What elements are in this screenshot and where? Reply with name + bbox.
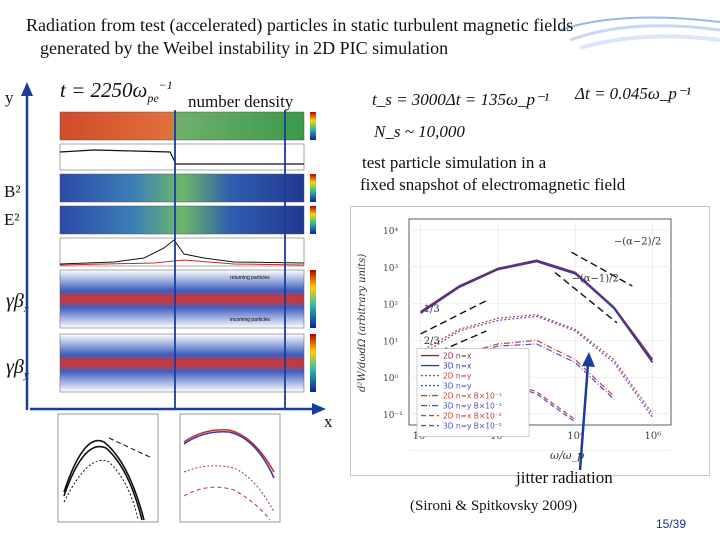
density-panel xyxy=(59,111,305,141)
b2-colorbar xyxy=(310,174,316,202)
title-line-1: Radiation from test (accelerated) partic… xyxy=(26,15,574,35)
jitter-arrow-line xyxy=(578,363,590,471)
e2-panel xyxy=(59,205,305,235)
guide-line-alpha2 xyxy=(571,251,633,287)
y-tick-label: 10⁰ xyxy=(383,374,398,384)
slide-title: Radiation from test (accelerated) partic… xyxy=(26,14,666,60)
pic-simulation-figure: returning particles incoming particles xyxy=(59,111,316,393)
e2-label: E² xyxy=(4,210,20,229)
series-line-3 xyxy=(420,315,654,418)
b2-label: B² xyxy=(4,182,21,201)
field-energy-line-red xyxy=(59,259,305,266)
density-profile-line xyxy=(59,149,304,165)
description-line-1: test particle simulation in a xyxy=(362,153,547,172)
series-line-2 xyxy=(420,314,654,415)
y-tick-label: 10³ xyxy=(383,264,398,274)
legend-entry: 3D n=y B×10⁻¹ xyxy=(443,402,502,411)
spectrum-svg: 10⁰10²10⁴10⁶10⁴10³10²10¹10⁰10⁻¹ω/ω_pd²W/… xyxy=(357,218,672,462)
density-profile-panel xyxy=(59,143,305,171)
gby-text: γβ xyxy=(6,356,24,378)
x-tick-label: 10⁶ xyxy=(645,431,662,442)
spectrum-a-solid-2 xyxy=(63,445,143,521)
dt-equation: Δt = 0.045ω_p⁻¹ xyxy=(575,84,691,103)
time-sub: pe xyxy=(147,91,159,106)
spectrum-b-blue xyxy=(183,430,275,479)
annotation-returning: returning particles xyxy=(230,275,270,281)
annotation-incoming: incoming particles xyxy=(230,317,271,323)
legend-entry: 2D n=x xyxy=(443,352,472,361)
annotation-label: 1/3 xyxy=(424,304,440,315)
y-arrow-head xyxy=(21,82,33,96)
number-density-label: number density xyxy=(188,92,294,111)
legend-entry: 3D n=x xyxy=(443,362,472,371)
time-sup: −1 xyxy=(158,78,173,92)
jitter-spectrum-chart: 10⁰10²10⁴10⁶10⁴10³10²10¹10⁰10⁻¹ω/ω_pd²W/… xyxy=(350,206,710,476)
annotation-label: −(α−2)/2 xyxy=(614,237,661,248)
e2-colorbar xyxy=(310,206,316,234)
small-spectrum-panel-a xyxy=(57,413,159,523)
annotation-label: −(α−1)/2 xyxy=(572,273,619,284)
series-line-1 xyxy=(420,260,654,364)
x-tick-label: 10⁴ xyxy=(567,431,584,442)
indicator-overlay xyxy=(21,82,326,415)
spectrum-b-red xyxy=(183,428,275,473)
jitter-arrow-head xyxy=(582,352,595,367)
decorative-swoosh xyxy=(560,16,720,50)
axis-y-label: y xyxy=(5,88,14,107)
legend-entry: 2D n=x B×10⁻¹ xyxy=(443,392,502,401)
gbx-text: γβ xyxy=(6,290,24,312)
phase-x-colorbar xyxy=(310,270,316,328)
title-line-2: generated by the Weibel instability in 2… xyxy=(40,38,449,58)
y-tick-label: 10⁻¹ xyxy=(383,411,403,421)
legend-box xyxy=(416,348,530,437)
phase-y-colorbar xyxy=(310,334,316,392)
b2-panel xyxy=(59,173,305,203)
ns-equation: N_s ~ 10,000 xyxy=(374,122,465,141)
x-arrow-head xyxy=(312,403,326,415)
x-axis-label: ω/ω_p xyxy=(550,449,584,462)
legend-entry: 3D n=y B×10⁻² xyxy=(443,422,502,431)
y-axis-label: d²W/dωdΩ (arbitrary units) xyxy=(357,254,368,392)
legend-entry: 2D n=x B×10⁻² xyxy=(443,412,502,421)
spectrum-a-dashed xyxy=(108,437,153,459)
description-line-2: fixed snapshot of electromagnetic field xyxy=(360,175,626,194)
y-tick-label: 10² xyxy=(383,301,398,311)
y-tick-label: 10¹ xyxy=(383,337,398,347)
jitter-radiation-label: jitter radiation xyxy=(516,468,613,487)
spectrum-b-dashed xyxy=(183,486,271,521)
spectrum-a-dotted xyxy=(63,460,139,521)
time-label: t = 2250ωpe−1 xyxy=(60,78,173,106)
guide-line-alpha1 xyxy=(554,271,618,324)
jitter-arrow xyxy=(578,352,595,471)
legend-entry: 2D n=y xyxy=(443,372,472,381)
legend-entry: 3D n=y xyxy=(443,382,472,391)
y-tick-label: 10⁴ xyxy=(383,227,398,237)
page-number: 15/39 xyxy=(656,517,687,531)
guide-line-1-3 xyxy=(420,300,487,335)
citation: (Sironi & Spitkovsky 2009) xyxy=(410,498,578,514)
ts-equation: t_s = 3000Δt = 135ω_p⁻¹ xyxy=(372,90,550,109)
axis-x-label: x xyxy=(324,412,333,431)
small-spectra-figure xyxy=(57,413,281,523)
annotation-label: 2/3 xyxy=(424,336,440,347)
time-text: t = 2250ω xyxy=(60,78,148,102)
density-colorbar xyxy=(310,112,316,140)
field-energy-line xyxy=(59,239,305,265)
phase-x-panel xyxy=(59,269,305,329)
test-particle-description: test particle simulation in a fixed snap… xyxy=(360,152,625,196)
spectrum-a-solid-1 xyxy=(63,439,145,521)
phase-y-panel xyxy=(59,333,305,393)
